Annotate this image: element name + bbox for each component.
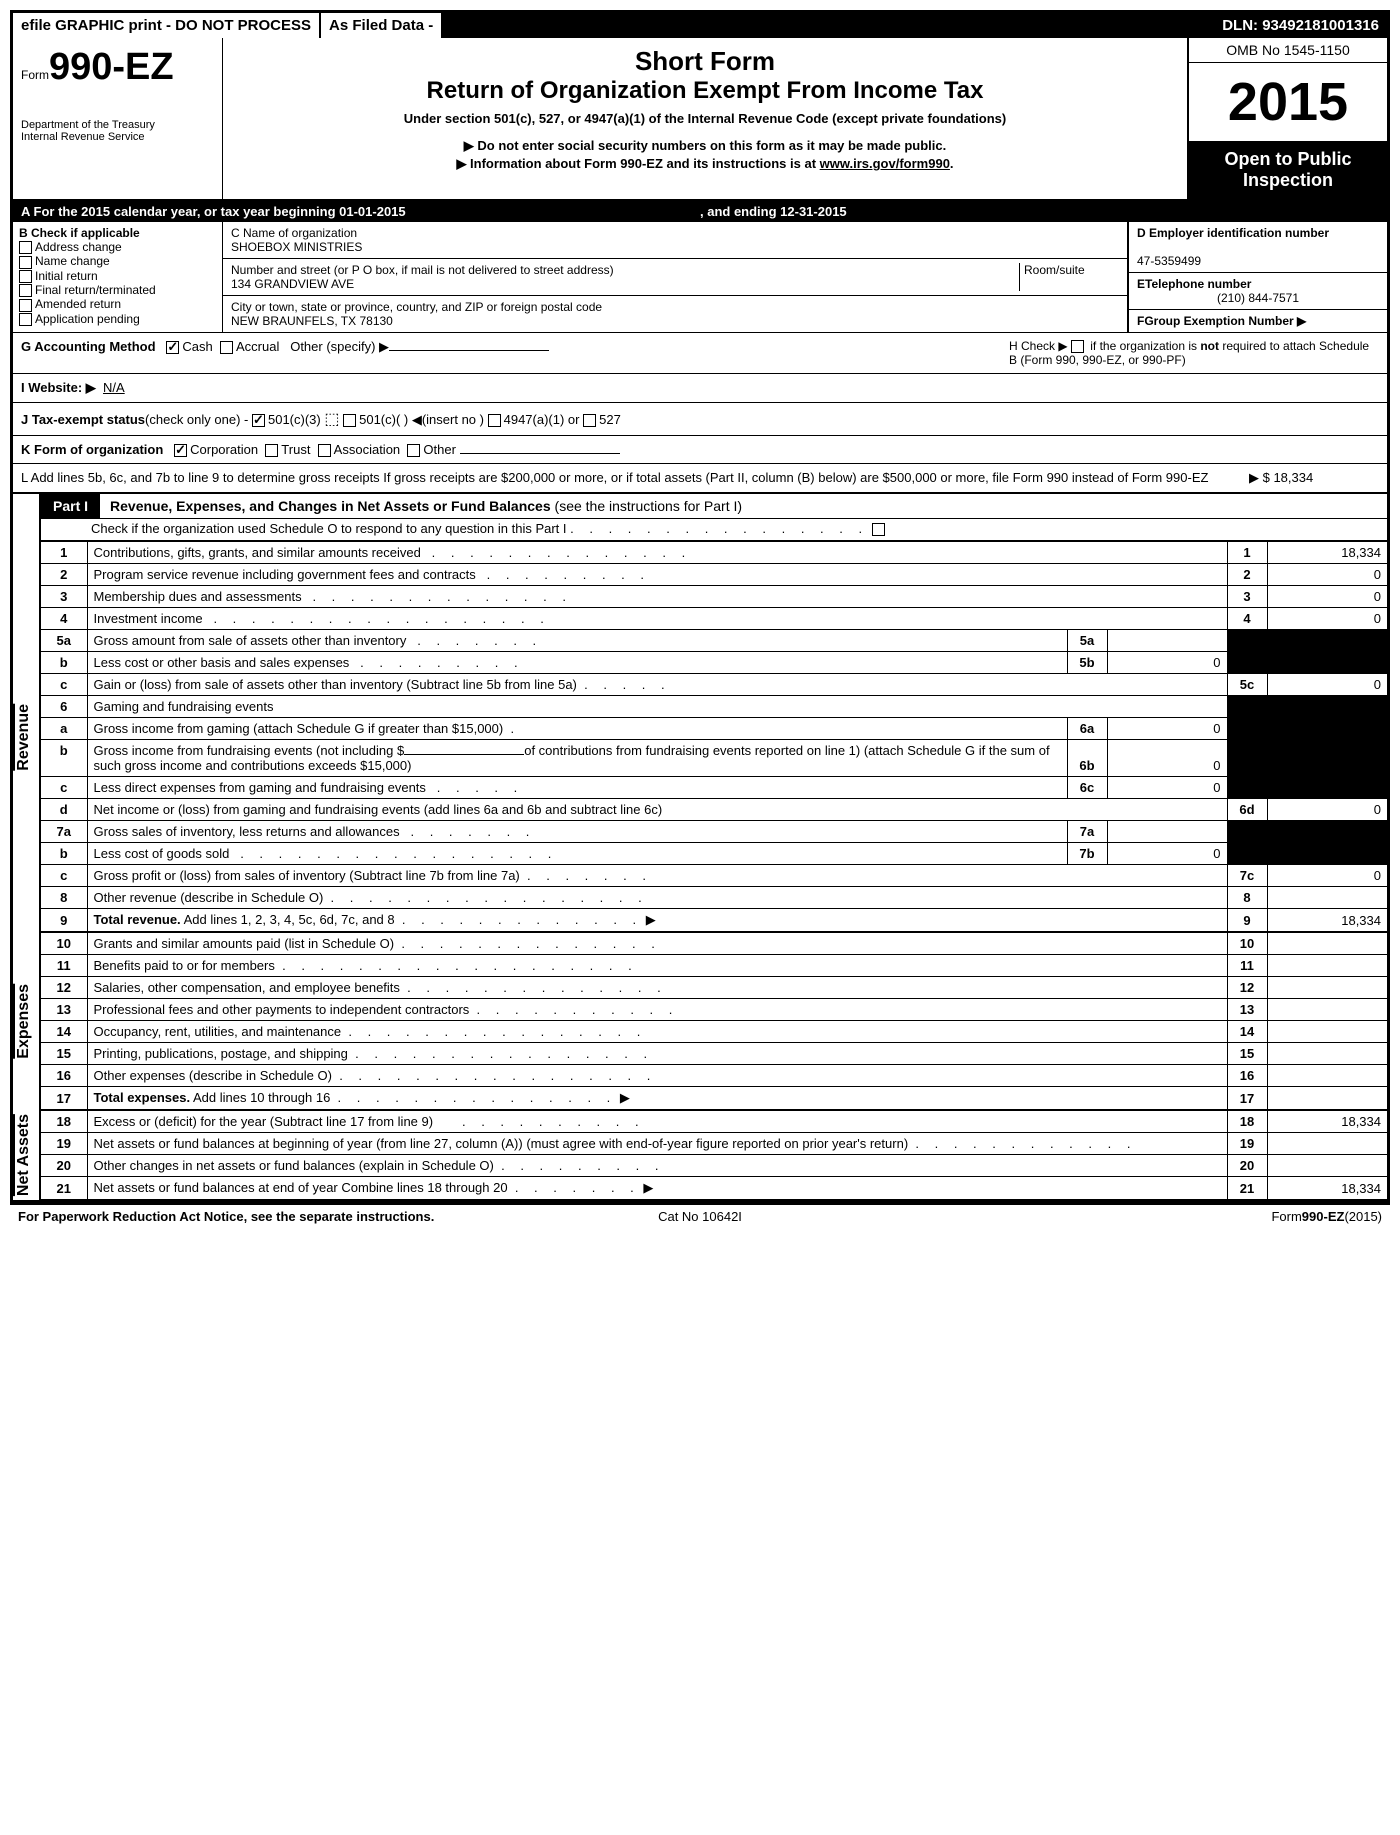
org-name: SHOEBOX MINISTRIES bbox=[231, 240, 362, 254]
checkbox-4947[interactable] bbox=[488, 414, 501, 427]
top-bar: efile GRAPHIC print - DO NOT PROCESS As … bbox=[13, 13, 1387, 38]
footer-form: 990-EZ bbox=[1302, 1209, 1345, 1224]
revenue-table: 1Contributions, gifts, grants, and simil… bbox=[41, 541, 1387, 932]
footer-left: For Paperwork Reduction Act Notice, see … bbox=[18, 1209, 473, 1224]
street-value: 134 GRANDVIEW AVE bbox=[231, 277, 354, 291]
form-header: Form990-EZ Department of the Treasury In… bbox=[13, 38, 1387, 201]
dept-treasury: Department of the Treasury bbox=[21, 119, 214, 131]
irs-label: Internal Revenue Service bbox=[21, 131, 214, 143]
checkbox-amended-return[interactable] bbox=[19, 299, 32, 312]
checkbox-501c3[interactable] bbox=[252, 414, 265, 427]
website-label: I Website: ▶ bbox=[21, 380, 96, 395]
short-form-title: Short Form bbox=[231, 46, 1179, 77]
checkbox-initial-return[interactable] bbox=[19, 270, 32, 283]
part1-header: Part I Revenue, Expenses, and Changes in… bbox=[41, 494, 1387, 519]
website-value: N/A bbox=[103, 380, 125, 395]
under-section: Under section 501(c), 527, or 4947(a)(1)… bbox=[231, 111, 1179, 126]
return-title: Return of Organization Exempt From Incom… bbox=[231, 77, 1179, 105]
efile-label: efile GRAPHIC print - DO NOT PROCESS bbox=[13, 13, 319, 38]
irs-link[interactable]: www.irs.gov/form990 bbox=[820, 156, 950, 171]
checkbox-trust[interactable] bbox=[265, 444, 278, 457]
line-l: L Add lines 5b, 6c, and 7b to line 9 to … bbox=[13, 464, 1387, 494]
checkbox-other-org[interactable] bbox=[407, 444, 420, 457]
form-label: Form bbox=[21, 68, 49, 82]
netassets-side-label: Net Assets bbox=[13, 1114, 39, 1196]
line-j: J Tax-exempt status(check only one) - 50… bbox=[13, 403, 1387, 436]
line-i: I Website: ▶ N/A bbox=[13, 374, 1387, 403]
part1-title: Revenue, Expenses, and Changes in Net As… bbox=[110, 498, 551, 514]
checkbox-501c[interactable] bbox=[343, 414, 356, 427]
org-name-label: C Name of organization bbox=[231, 226, 357, 240]
ssn-notice: ▶ Do not enter social security numbers o… bbox=[231, 138, 1179, 154]
checkbox-accrual[interactable] bbox=[220, 341, 233, 354]
line-h-pre: H Check ▶ bbox=[1009, 339, 1068, 353]
checkbox-schedule-o[interactable] bbox=[872, 523, 885, 536]
dln-label: DLN: 93492181001316 bbox=[1214, 13, 1387, 38]
omb-number: OMB No 1545-1150 bbox=[1189, 38, 1387, 63]
footer-bar: For Paperwork Reduction Act Notice, see … bbox=[10, 1205, 1390, 1228]
line-l-text: L Add lines 5b, 6c, and 7b to line 9 to … bbox=[21, 470, 1229, 486]
asfiled-label: As Filed Data - bbox=[319, 13, 443, 38]
ein-label: D Employer identification number bbox=[1137, 226, 1329, 240]
checkbox-cash[interactable] bbox=[166, 341, 179, 354]
footer-cat: Cat No 10642I bbox=[473, 1209, 928, 1224]
group-exemption-label: FGroup Exemption Number ▶ bbox=[1137, 314, 1306, 328]
expenses-side-label: Expenses bbox=[13, 984, 39, 1059]
section-a: A For the 2015 calendar year, or tax yea… bbox=[13, 201, 1387, 222]
checkbox-corporation[interactable] bbox=[174, 444, 187, 457]
form-org-label: K Form of organization bbox=[21, 442, 163, 457]
checkbox-application-pending[interactable] bbox=[19, 313, 32, 326]
street-label: Number and street (or P O box, if mail i… bbox=[231, 263, 614, 277]
info-notice-pre: ▶ Information about Form 990-EZ and its … bbox=[456, 156, 819, 171]
city-label: City or town, state or province, country… bbox=[231, 300, 602, 314]
section-a-text: A For the 2015 calendar year, or tax yea… bbox=[21, 204, 406, 219]
revenue-side-label: Revenue bbox=[13, 704, 39, 771]
checkbox-527[interactable] bbox=[583, 414, 596, 427]
section-bcdef: B Check if applicable Address change Nam… bbox=[13, 222, 1387, 333]
info-notice-post: . bbox=[950, 156, 954, 171]
part1-badge: Part I bbox=[41, 494, 100, 518]
line-l-value: ▶ $ 18,334 bbox=[1229, 470, 1379, 486]
part1-sub: Check if the organization used Schedule … bbox=[41, 519, 1387, 541]
phone-value: (210) 844-7571 bbox=[1137, 291, 1379, 305]
accounting-method-label: G Accounting Method bbox=[21, 339, 156, 354]
checkbox-schedule-b[interactable] bbox=[1071, 340, 1084, 353]
tax-year: 2015 bbox=[1189, 63, 1387, 141]
phone-label: ETelephone number bbox=[1137, 277, 1251, 291]
tax-exempt-label: J Tax-exempt status bbox=[21, 412, 145, 427]
room-suite-label: Room/suite bbox=[1019, 263, 1119, 291]
expenses-table: 10Grants and similar amounts paid (list … bbox=[41, 932, 1387, 1110]
form-number: 990-EZ bbox=[49, 46, 174, 88]
line-g-h: G Accounting Method Cash Accrual Other (… bbox=[13, 333, 1387, 374]
inspection-badge: Open to Public Inspection bbox=[1189, 141, 1387, 199]
checkbox-final-return[interactable] bbox=[19, 284, 32, 297]
netassets-table: 18Excess or (deficit) for the year (Subt… bbox=[41, 1110, 1387, 1200]
checkbox-association[interactable] bbox=[318, 444, 331, 457]
line-k: K Form of organization Corporation Trust… bbox=[13, 436, 1387, 464]
checkbox-name-change[interactable] bbox=[19, 256, 32, 269]
ein-value: 47-5359499 bbox=[1137, 254, 1201, 268]
checkbox-address-change[interactable] bbox=[19, 241, 32, 254]
city-value: NEW BRAUNFELS, TX 78130 bbox=[231, 314, 393, 328]
section-b-title: B Check if applicable bbox=[19, 226, 140, 240]
section-a-ending: , and ending 12-31-2015 bbox=[700, 204, 847, 219]
